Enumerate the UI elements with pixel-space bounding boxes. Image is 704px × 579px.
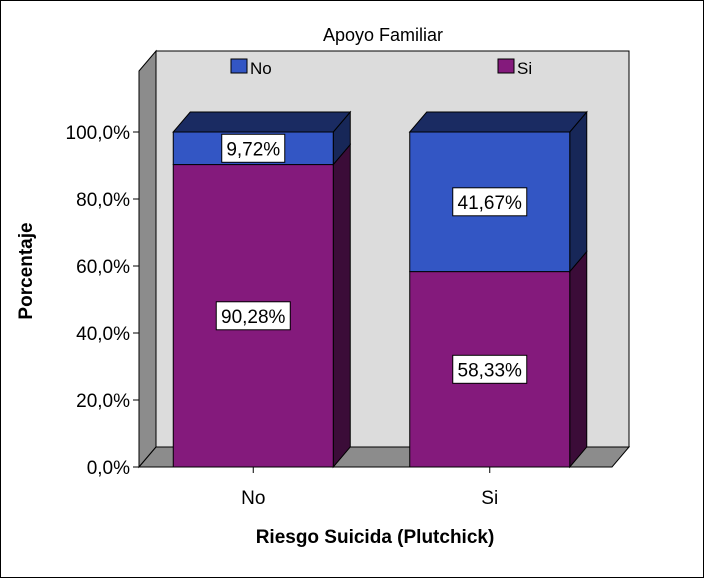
side-wall [138,49,157,469]
legend: No Si [230,58,532,78]
y-tick-label: 20,0% [76,391,130,412]
data-label-box [452,354,528,384]
x-axis-title: Riesgo Suicida (Plutchick) [256,527,495,548]
bar-side [569,250,588,469]
x-tick-label: Si [481,488,498,509]
y-tick-label: 0,0% [87,458,130,479]
legend-item-si: Si [497,58,532,78]
data-label-text: 9,72% [226,139,280,160]
data-label-text: 41,67% [458,193,523,214]
legend-label: Si [517,59,532,78]
legend-item-no: No [230,58,272,78]
y-tick-label: 60,0% [76,257,130,278]
data-label-si-si: 58,33% [452,354,528,384]
axes: 0,0% 20,0% 40,0% 60,0% 80,0% 100,0% No Si [66,71,612,509]
data-label-box [452,187,528,217]
data-label-no-no: 9,72% [221,133,286,163]
legend-label: No [250,59,272,78]
bar-top [408,111,588,133]
y-axis-title: Porcentaje [16,222,37,319]
chart-title: Apoyo Familiar [323,25,443,45]
legend-swatch [497,58,515,74]
legend-swatch [230,58,248,74]
data-label-box [215,301,291,331]
data-label-no-si: 41,67% [452,187,528,217]
bar-side [569,110,588,273]
y-tick-label: 100,0% [66,123,131,144]
data-label-text: 90,28% [221,307,286,328]
bar-top [172,111,352,133]
x-tick-label: No [241,488,265,509]
bar-side [332,143,351,469]
data-label-box [221,133,286,163]
data-labels: 90,28% 9,72% 58,33% 41,67% [215,133,528,384]
data-label-text: 58,33% [458,360,523,381]
y-tick-label: 40,0% [76,324,130,345]
data-label-si-no: 90,28% [215,301,291,331]
y-tick-label: 80,0% [76,190,130,211]
